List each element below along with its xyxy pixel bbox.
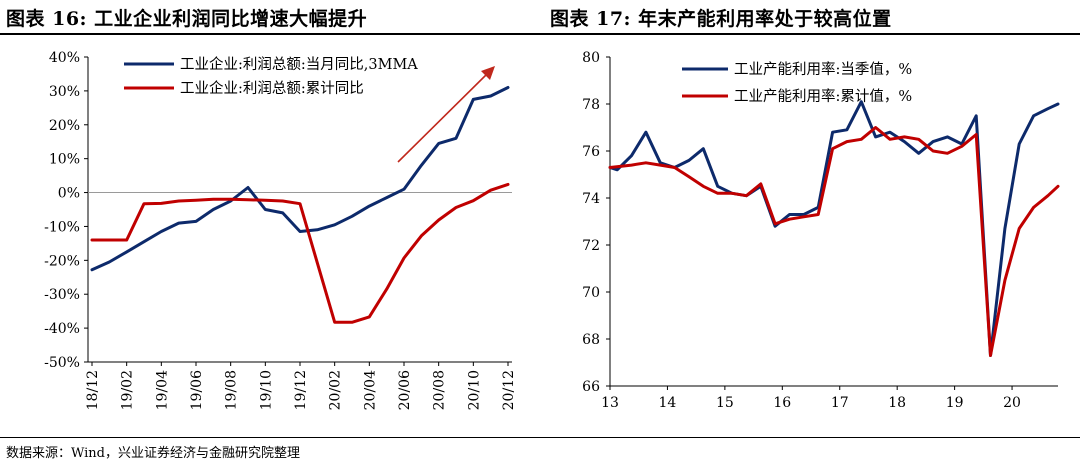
header-rule [0, 33, 1080, 35]
right-y-tick-label: 76 [582, 144, 600, 160]
left-legend-label-2: 工业企业:利润总额:累计同比 [180, 79, 364, 97]
right-series-line-2 [608, 126, 1060, 357]
left-y-tick-label: -50% [44, 355, 80, 371]
left-series-line-2 [90, 182, 510, 324]
left-y-tick-label: 40% [49, 50, 80, 66]
left-y-tick-label: -10% [44, 219, 80, 235]
right-x-tick-label: 15 [716, 395, 734, 411]
left-chart-title: 图表 16: 工业企业利润同比增速大幅提升 [6, 8, 368, 30]
left-x-tick-label: 19/06 [189, 370, 205, 410]
left-x-tick-label: 19/02 [120, 370, 136, 410]
footer-rule [0, 437, 1080, 438]
right-x-tick-label: 18 [888, 395, 906, 411]
left-x-tick-label: 19/08 [224, 370, 240, 410]
left-y-tick-label: -40% [44, 321, 80, 337]
left-x-tick-label: 20/02 [328, 370, 344, 410]
left-y-tick-label: -30% [44, 287, 80, 303]
left-y-tick-label: -20% [44, 253, 80, 269]
right-x-tick-label: 13 [601, 395, 619, 411]
left-y-tick-label: 30% [49, 84, 80, 100]
right-x-tick-label: 19 [946, 395, 964, 411]
right-legend-label-1: 工业产能利用率:当季值，% [734, 61, 912, 78]
right-x-tick-label: 14 [659, 395, 677, 411]
trend-arrow-head [481, 66, 495, 80]
right-y-tick-label: 70 [582, 285, 600, 301]
right-y-tick-label: 72 [582, 238, 600, 254]
source-note: 数据来源：Wind，兴业证券经济与金融研究院整理 [6, 446, 300, 461]
trend-arrow-shaft [397, 72, 489, 163]
left-x-tick-label: 19/12 [293, 370, 309, 410]
left-series-line-1 [90, 86, 510, 272]
left-y-tick-label: 20% [49, 118, 80, 134]
left-x-tick-label: 18/12 [85, 370, 101, 410]
left-x-tick-label: 20/08 [432, 370, 448, 410]
left-x-tick-label: 20/10 [466, 370, 482, 410]
left-x-tick-label: 19/04 [154, 370, 170, 410]
right-y-tick-label: 78 [582, 97, 600, 113]
right-chart-title: 图表 17: 年末产能利用率处于较高位置 [550, 8, 892, 30]
left-y-tick-label: 10% [49, 152, 80, 168]
right-y-tick-label: 66 [582, 379, 600, 395]
left-x-tick-label: 20/06 [397, 370, 413, 410]
right-legend-label-2: 工业产能利用率:累计值，% [734, 88, 912, 105]
left-x-tick-label: 19/10 [258, 370, 274, 410]
left-y-tick-label: 0% [58, 186, 80, 202]
right-x-tick-label: 20 [1003, 395, 1021, 411]
right-series-line-1 [608, 100, 1060, 357]
right-x-tick-label: 17 [831, 395, 849, 411]
right-y-tick-label: 74 [582, 191, 600, 207]
right-y-tick-label: 80 [582, 50, 600, 66]
right-y-tick-label: 68 [582, 332, 600, 348]
left-x-tick-label: 20/12 [501, 370, 517, 410]
right-x-tick-label: 16 [773, 395, 791, 411]
left-x-tick-label: 20/04 [362, 370, 378, 410]
left-legend-label-1: 工业企业:利润总额:当月同比,3MMA [180, 55, 418, 73]
